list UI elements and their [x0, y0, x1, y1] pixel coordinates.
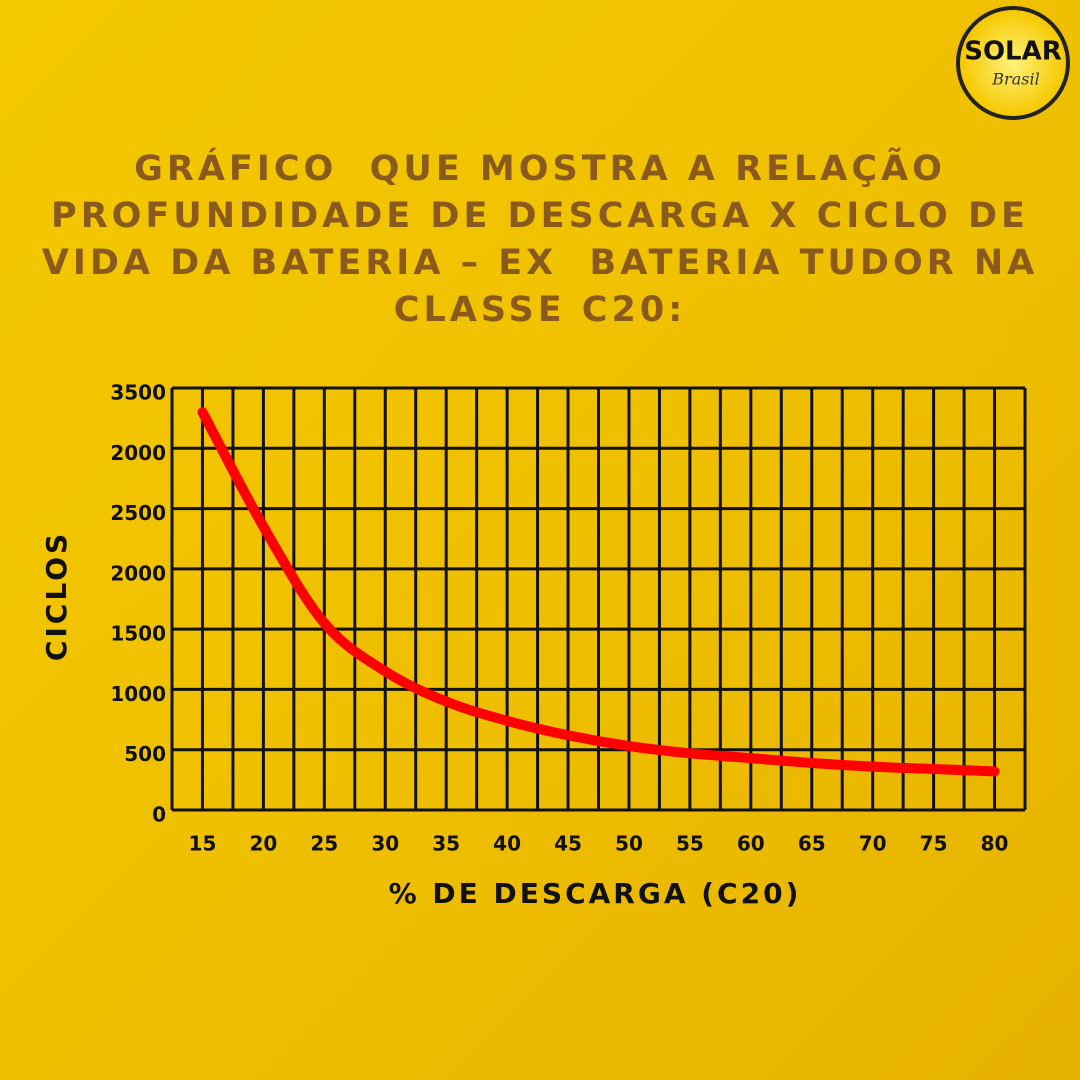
chart-title: PROFUNDIDADE DE DESCARGA X CICLO DE — [51, 196, 1029, 236]
x-tick-label: 20 — [249, 832, 277, 856]
x-tick-label: 55 — [676, 832, 704, 856]
line — [197, 407, 1000, 777]
x-tick-label: 45 — [554, 832, 582, 856]
x-tick-label: 80 — [981, 832, 1009, 856]
y-tick-label: 2000 — [110, 441, 166, 465]
x-tick-label: 70 — [859, 832, 887, 856]
x-tick-label: 30 — [371, 832, 399, 856]
y-tick-label: 0 — [152, 803, 166, 827]
x-axis-label: % DE DESCARGA (C20) — [389, 877, 802, 910]
y-tick-label: 500 — [124, 742, 166, 766]
chart-title: VIDA DA BATERIA – EX BATERIA TUDOR NA — [42, 243, 1038, 283]
logo-title: SOLAR — [964, 37, 1062, 67]
y-tick-label: 2500 — [110, 501, 166, 525]
logo-subtitle: Brasil — [991, 70, 1039, 89]
x-tick-label: 60 — [737, 832, 765, 856]
logo-sun — [960, 10, 1066, 116]
y-tick-label: 3500 — [110, 381, 166, 405]
chart-title: CLASSE C20: — [394, 290, 686, 330]
y-axis-label: CICLOS — [40, 531, 73, 661]
x-tick-label: 15 — [189, 832, 217, 856]
x-tick-label: 40 — [493, 832, 521, 856]
y-tick-label: 1500 — [110, 622, 166, 646]
y-tick-label: 2000 — [110, 561, 166, 585]
x-tick-label: 50 — [615, 832, 643, 856]
y-tick-label: 1000 — [110, 682, 166, 706]
x-tick-label: 25 — [310, 832, 338, 856]
logo: SOLAR Brasil — [956, 6, 1070, 120]
x-tick-label: 35 — [432, 832, 460, 856]
x-tick-label: 75 — [920, 832, 948, 856]
chart-title: GRÁFICO QUE MOSTRA A RELAÇÃO — [134, 147, 946, 189]
x-tick-label: 65 — [798, 832, 826, 856]
